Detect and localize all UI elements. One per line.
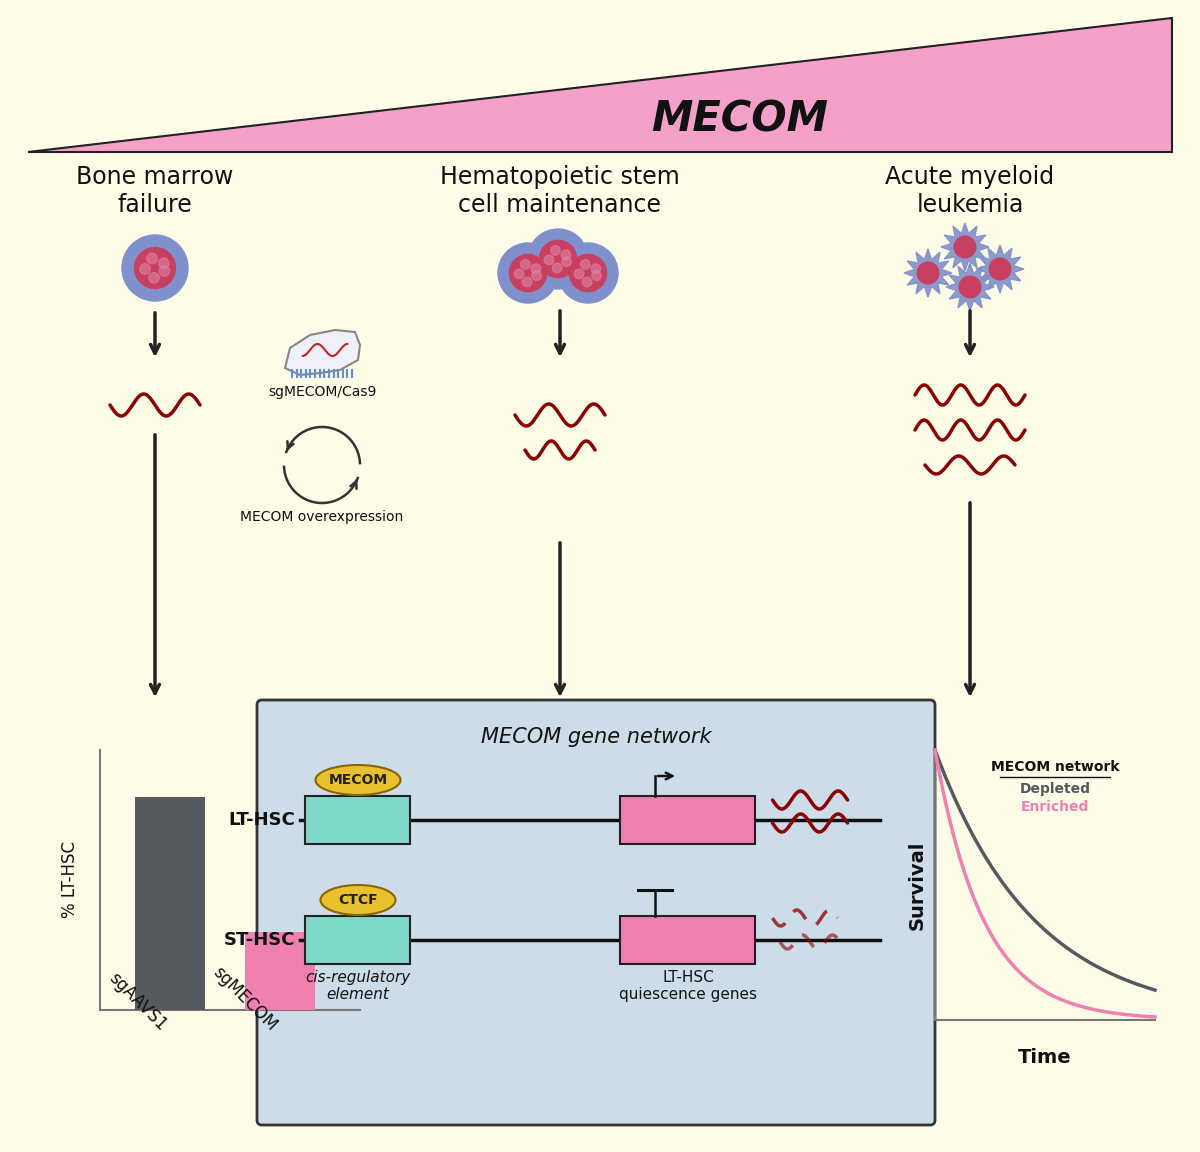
Text: Acute myeloid
leukemia: Acute myeloid leukemia (886, 165, 1055, 217)
Circle shape (122, 235, 188, 301)
Circle shape (592, 271, 601, 280)
Circle shape (140, 264, 150, 274)
FancyBboxPatch shape (620, 916, 755, 964)
Ellipse shape (316, 765, 401, 795)
FancyBboxPatch shape (620, 796, 755, 844)
Circle shape (532, 271, 541, 280)
Text: MECOM overexpression: MECOM overexpression (240, 510, 403, 524)
Circle shape (134, 248, 175, 288)
Circle shape (989, 258, 1010, 280)
Text: % LT-HSC: % LT-HSC (61, 841, 79, 918)
Text: CTCF: CTCF (338, 893, 378, 907)
Polygon shape (28, 18, 1172, 152)
Circle shape (521, 259, 530, 270)
Bar (245, 932, 314, 1010)
Circle shape (582, 278, 592, 287)
Circle shape (515, 270, 524, 279)
FancyBboxPatch shape (257, 700, 935, 1126)
Circle shape (581, 259, 590, 270)
Text: sgMECOM: sgMECOM (209, 963, 280, 1034)
Ellipse shape (320, 885, 396, 915)
Circle shape (959, 276, 980, 298)
Text: Depleted: Depleted (1020, 782, 1091, 796)
FancyBboxPatch shape (305, 796, 410, 844)
Circle shape (498, 243, 558, 303)
Circle shape (160, 266, 169, 276)
Circle shape (532, 264, 541, 273)
Text: MECOM: MECOM (652, 99, 828, 141)
Circle shape (562, 250, 571, 259)
Circle shape (558, 243, 618, 303)
Text: Enriched: Enriched (1021, 799, 1090, 814)
Polygon shape (941, 223, 989, 271)
Polygon shape (976, 245, 1024, 293)
Text: MECOM network: MECOM network (991, 760, 1120, 774)
Text: LT-HSC: LT-HSC (228, 811, 295, 829)
Circle shape (562, 257, 571, 266)
Polygon shape (286, 329, 360, 376)
Circle shape (540, 241, 577, 278)
Text: ST-HSC: ST-HSC (223, 931, 295, 949)
Text: sgAAVS1: sgAAVS1 (104, 970, 170, 1034)
Circle shape (552, 263, 562, 273)
Circle shape (575, 270, 584, 279)
Circle shape (509, 255, 547, 291)
Text: MECOM: MECOM (329, 773, 388, 787)
Polygon shape (946, 263, 994, 311)
Text: Hematopoietic stem
cell maintenance: Hematopoietic stem cell maintenance (440, 165, 680, 217)
Circle shape (592, 264, 601, 273)
Circle shape (551, 245, 560, 256)
Text: Time: Time (1018, 1048, 1072, 1067)
Circle shape (522, 278, 532, 287)
Circle shape (158, 258, 169, 268)
Polygon shape (904, 249, 952, 297)
Circle shape (954, 236, 976, 258)
Text: Survival: Survival (907, 840, 926, 930)
FancyBboxPatch shape (305, 916, 410, 964)
Text: LT-HSC
quiescence genes: LT-HSC quiescence genes (619, 970, 757, 1002)
Circle shape (570, 255, 607, 291)
Text: Bone marrow
failure: Bone marrow failure (77, 165, 234, 217)
Text: cis-regulatory
element: cis-regulatory element (305, 970, 410, 1002)
Circle shape (149, 273, 160, 283)
Text: sgMECOM/Cas9: sgMECOM/Cas9 (268, 385, 376, 399)
Circle shape (528, 229, 588, 289)
Circle shape (545, 255, 554, 265)
Circle shape (146, 253, 157, 264)
Bar (134, 797, 205, 1010)
Text: MECOM gene network: MECOM gene network (481, 727, 712, 746)
Circle shape (917, 263, 938, 283)
